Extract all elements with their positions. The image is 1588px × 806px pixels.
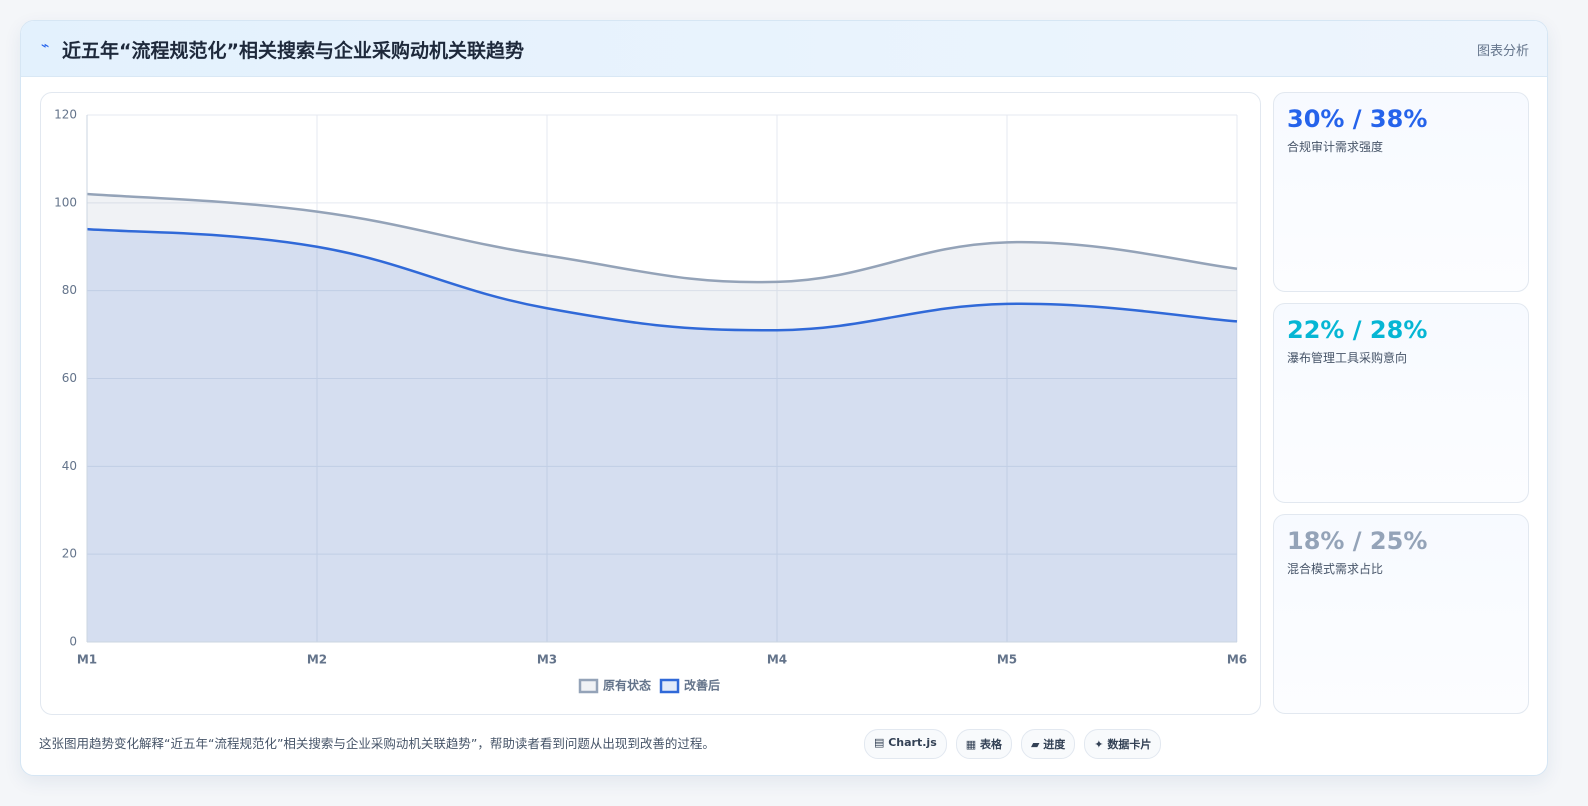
y-tick-label: 0 [69, 635, 77, 649]
y-tick-label: 120 [54, 108, 77, 122]
legend-label: 改善后 [684, 678, 720, 693]
stat-label: 瀑布管理工具采购意向 [1287, 351, 1408, 365]
chart: 0 20 40 60 80 100 120 M1 M2 M3 M4 M5 M6 原有状态 改善后 [54, 108, 1247, 694]
chart-panel: 0 20 40 60 80 100 120 M1 M2 M3 M4 M5 M6 原有状态 改善后 [40, 92, 1261, 715]
y-tick-label: 40 [62, 459, 77, 473]
area [87, 229, 1237, 642]
stat-label: 合规审计需求强度 [1287, 140, 1384, 154]
button[interactable]: ▤ Chart.js [864, 729, 947, 759]
stat-value: 30% / 38% [1287, 105, 1428, 133]
button-bar: ▤ Chart.js ▦ 表格 ▰ 进度 ✦ 数据卡片 [864, 729, 1162, 759]
line [86, 192, 1238, 284]
button[interactable]: ▦ 表格 [955, 729, 1012, 759]
legend-label: 原有状态 [603, 678, 651, 693]
x-tick-label: M4 [767, 653, 787, 667]
y-tick-label: 20 [62, 547, 77, 561]
button-label[interactable]: 数据卡片 [1107, 738, 1152, 751]
line [86, 227, 1238, 332]
button[interactable]: ▰ 进度 [1020, 729, 1076, 759]
dashboard-card: ⌁ 近五年“流程规范化”相关搜索与企业采购动机关联趋势 图表分析 0 20 40 60… [20, 20, 1548, 776]
button-label[interactable]: Chart.js [888, 736, 937, 749]
stat-card: 30% / 38% 合规审计需求强度 [1273, 92, 1529, 292]
footer-note: 这张图用趋势变化解释“近五年“流程规范化”相关搜索与企业采购动机关联趋势”，帮助… [39, 736, 715, 751]
stat-card: 18% / 25% 混合模式需求占比 [1273, 514, 1529, 714]
y-tick-label: 60 [62, 371, 77, 385]
x-tick-label: M5 [997, 653, 1017, 667]
header-tag: 图表分析 [1476, 44, 1529, 59]
x-tick-label: M2 [307, 653, 327, 667]
legend-swatch [578, 678, 599, 694]
stat-card: 22% / 28% 瀑布管理工具采购意向 [1273, 303, 1529, 503]
y-tick-label: 100 [54, 195, 77, 209]
area [87, 194, 1237, 643]
button-label[interactable]: 表格 [979, 738, 1002, 751]
button[interactable]: ✦ 数据卡片 [1084, 729, 1162, 759]
header: ⌁ 近五年“流程规范化”相关搜索与企业采购动机关联趋势 图表分析 [21, 21, 1547, 77]
title: 近五年“流程规范化”相关搜索与企业采购动机关联趋势 [62, 40, 524, 62]
x-tick-label: M3 [537, 653, 557, 667]
x-tick-label: M1 [77, 653, 97, 667]
y-tick-label: 80 [62, 283, 77, 297]
stat-label: 混合模式需求占比 [1287, 562, 1384, 576]
button-label[interactable]: 进度 [1043, 738, 1066, 751]
stat-value: 18% / 25% [1287, 527, 1428, 555]
stat-value: 22% / 28% [1287, 316, 1428, 344]
legend-swatch [659, 678, 680, 694]
x-tick-label: M6 [1227, 653, 1247, 667]
header-icon: ⌁ [41, 38, 50, 54]
